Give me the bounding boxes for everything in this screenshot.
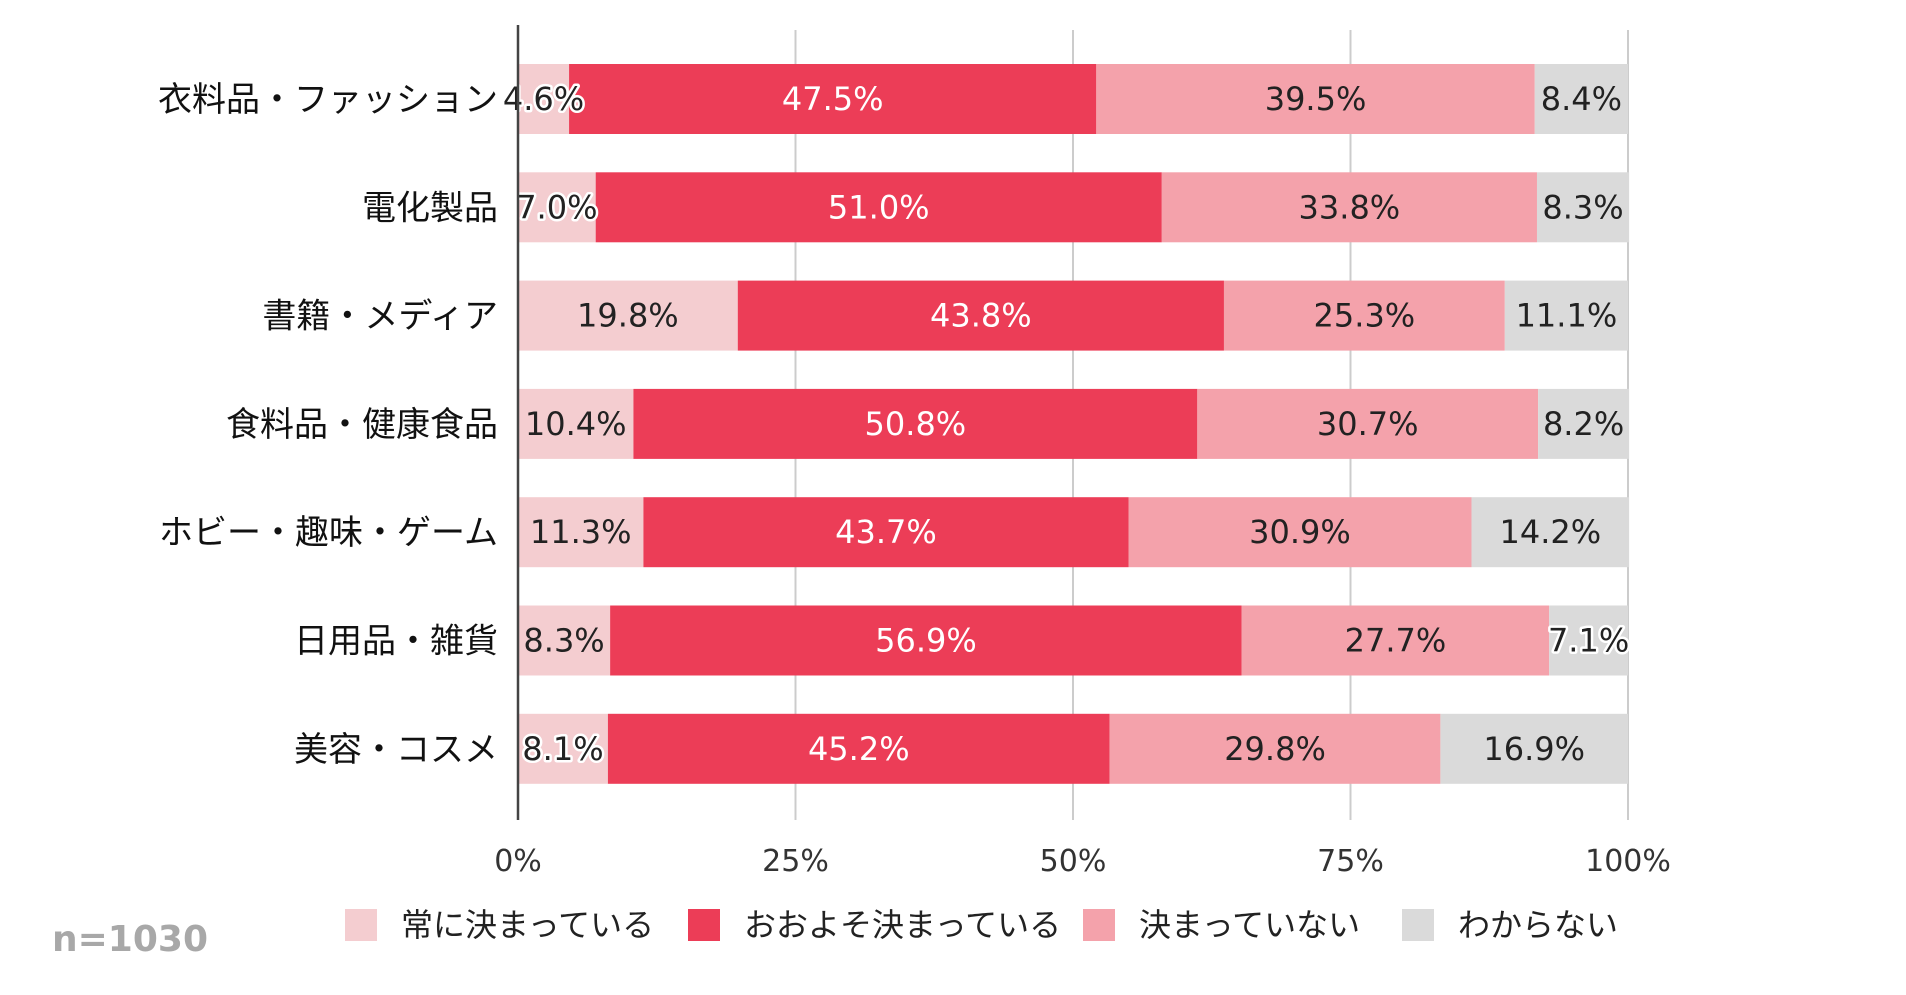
bar-segment [1109,713,1441,784]
bar-segment [633,388,1198,459]
data-label: 50.8% [865,405,967,443]
data-label: 51.0% [828,188,930,226]
x-tick-label: 25% [762,844,829,879]
data-label: 25.3% [1314,297,1416,335]
bar-segment [737,280,1224,351]
x-tick-label: 100% [1585,844,1671,879]
category-label: ホビー・趣味・ゲーム [159,513,498,553]
bar-segment [1471,497,1630,568]
data-label: 45.2% [808,730,910,768]
bar-segment [1538,388,1630,459]
category-label: 食料品・健康食品 [226,405,498,445]
bar-segment [518,64,570,134]
category-label: 美容・コスメ [294,730,498,770]
legend-swatch [345,909,377,941]
category-label: 電化製品 [362,188,498,228]
sample-size-note: n=1030 [52,919,208,960]
data-label: 43.7% [835,513,937,551]
bar-segment [595,172,1162,243]
data-label: 11.3% [530,513,632,551]
data-label: 8.1% [522,730,603,768]
bar-segment [607,713,1110,784]
x-tick-label: 75% [1317,844,1384,879]
bar-segment [1128,497,1472,568]
legend-label: わからない [1458,906,1618,944]
data-label: 19.8% [577,297,679,335]
bar-segment [1161,172,1537,243]
x-tick-label: 0% [494,844,542,879]
legend-label: 決まっていない [1139,906,1360,944]
data-label: 7.0% [516,188,597,226]
data-label: 8.2% [1543,405,1624,443]
bar-segment [1536,172,1630,243]
bar-segment [1534,64,1628,134]
x-tick-label: 50% [1040,844,1107,879]
data-label: 8.3% [1542,188,1623,226]
data-label: 27.7% [1345,622,1447,660]
legend-label: 常に決まっている [401,906,654,944]
bar-segment [1241,605,1550,676]
data-label: 33.8% [1299,188,1401,226]
data-label: 4.6% [503,80,584,118]
axis-layer: 0% 25% 50% 75% 100% 衣料品・ファッション電化製品書籍・メディア食料品・… [158,25,1671,879]
bar-segment [1504,280,1628,351]
legend-swatch [688,909,720,941]
data-label: 43.8% [930,297,1032,335]
data-label: 10.4% [525,405,627,443]
bar-segment [1223,280,1505,351]
legend-swatch [1402,909,1434,941]
data-label: 47.5% [782,80,884,118]
bar-segment [518,172,596,243]
bar-segment [1197,388,1539,459]
legend-label: おおよそ決まっている [744,906,1061,944]
category-label: 書籍・メディア [262,297,498,337]
bar-segment [518,497,644,568]
data-label: 29.8% [1224,730,1326,768]
data-label: 8.3% [523,622,604,660]
legend: 常に決まっている おおよそ決まっている 決まっていない わからない [345,906,1618,944]
bar-segment [1096,64,1535,134]
data-label: 11.1% [1516,297,1618,335]
bar-segment [518,605,611,676]
category-label: 日用品・雑貨 [294,622,498,662]
bar-segment [643,497,1129,568]
bars-layer [518,64,1630,784]
data-label: 8.4% [1541,80,1622,118]
data-label: 39.5% [1265,80,1367,118]
data-label: 30.9% [1249,513,1351,551]
data-label: 7.1% [1548,622,1629,660]
bar-segment [518,280,738,351]
bar-segment [1549,605,1628,676]
legend-swatch [1083,909,1115,941]
bar-segment [518,713,608,784]
data-labels-layer: 4.6% 47.5% 39.5% 8.4% 7.0% 51.0% 33.8% 8.3% 19.8… [500,78,1631,771]
category-label: 衣料品・ファッション [158,80,498,120]
bar-segment [569,64,1097,134]
bar-segment [1440,713,1628,784]
data-label: 30.7% [1317,405,1419,443]
bar-segment [518,388,634,459]
bar-segment [610,605,1242,676]
data-label: 16.9% [1483,730,1585,768]
data-label: 14.2% [1499,513,1601,551]
data-label: 56.9% [875,622,977,660]
